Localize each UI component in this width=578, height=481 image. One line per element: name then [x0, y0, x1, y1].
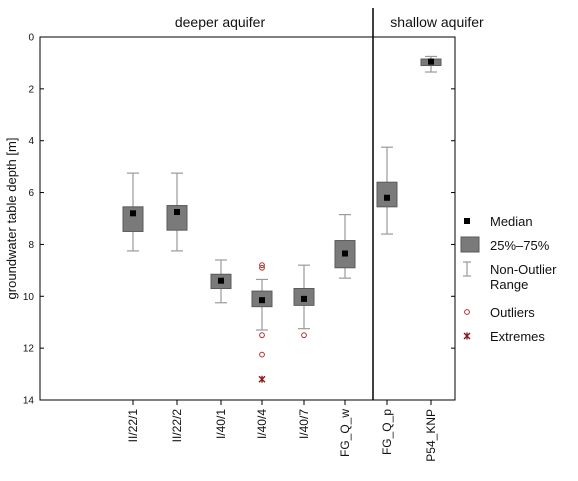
outlier-point	[301, 332, 307, 339]
x-tick-label: I/40/4	[255, 409, 269, 439]
y-tick-label: 6	[28, 188, 34, 199]
y-tick-label: 8	[28, 240, 34, 251]
legend-label: 25%–75%	[490, 238, 550, 253]
median-marker	[384, 194, 390, 201]
y-tick-label: 10	[23, 292, 35, 303]
median-marker	[428, 58, 434, 65]
iqr-box	[166, 205, 188, 231]
x-axis: II/22/1 II/22/2 I/40/1 I/40/4 I/40/7 FG_Q_w FG…	[126, 400, 438, 462]
median-marker	[130, 210, 136, 217]
y-tick-label: 12	[23, 344, 35, 355]
legend-label: Non-Outlier	[490, 262, 557, 277]
legend-item-median: Median	[464, 214, 533, 229]
box-group	[293, 264, 315, 339]
median-marker	[174, 209, 180, 216]
y-tick-label: 14	[23, 396, 35, 407]
median-marker	[301, 295, 307, 302]
median-marker	[218, 277, 224, 284]
legend-extreme-symbol	[463, 332, 471, 340]
median-marker	[342, 250, 348, 257]
legend-label: Extremes	[490, 329, 545, 344]
box-group	[251, 262, 273, 383]
outlier-point	[259, 332, 265, 339]
outlier-point	[259, 262, 265, 269]
box-group	[334, 214, 356, 279]
legend-item-outlier: Outliers	[464, 305, 535, 320]
x-tick-label: FG_Q_w	[338, 409, 352, 457]
legend-median-symbol	[464, 218, 470, 224]
outlier-point	[259, 351, 265, 358]
legend-box-symbol	[460, 236, 480, 253]
x-tick-label: I/40/1	[214, 409, 228, 439]
y-tick-label: 0	[28, 33, 34, 44]
legend-label: Median	[490, 214, 533, 229]
iqr-box	[122, 206, 144, 232]
outlier-point	[259, 264, 265, 271]
x-tick-label: FG_Q_p	[380, 409, 394, 455]
box-group	[210, 259, 232, 304]
legend-item-box: 25%–75%	[460, 236, 550, 253]
y-axis: 0 2 4 6 8 10 12 14 groundwater table depth [m]	[4, 33, 455, 407]
boxes	[122, 55, 442, 383]
section-label-deeper: deeper aquifer	[175, 14, 266, 30]
section-labels: deeper aquifer shallow aquifer	[175, 14, 484, 30]
y-axis-title: groundwater table depth [m]	[4, 138, 19, 300]
x-tick-label: P54_KNP	[424, 409, 438, 462]
section-label-shallow: shallow aquifer	[390, 14, 484, 30]
x-tick-label: II/22/1	[126, 409, 140, 443]
legend-label: Range	[490, 277, 528, 292]
box-group	[166, 172, 188, 252]
y-tick-label: 2	[28, 84, 34, 95]
box-group	[376, 146, 398, 235]
legend-outlier-symbol	[464, 309, 470, 315]
iqr-box	[376, 181, 398, 208]
plot-frame	[39, 8, 456, 401]
box-group	[420, 55, 442, 73]
legend-item-extreme: Extremes	[463, 329, 545, 344]
extreme-point	[258, 375, 266, 383]
x-tick-label: I/40/7	[297, 409, 311, 439]
x-tick-label: II/22/2	[170, 409, 184, 443]
legend-label: Outliers	[490, 305, 535, 320]
plot-border	[39, 36, 456, 401]
y-tick-label: 4	[28, 136, 34, 147]
median-marker	[259, 297, 265, 304]
box-group	[122, 172, 144, 252]
